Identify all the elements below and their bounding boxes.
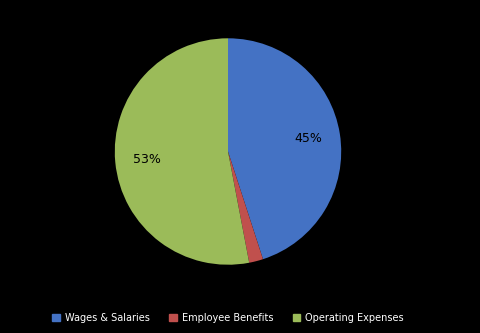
Legend: Wages & Salaries, Employee Benefits, Operating Expenses: Wages & Salaries, Employee Benefits, Ope…: [50, 311, 406, 325]
Text: 45%: 45%: [295, 132, 323, 145]
Wedge shape: [115, 38, 249, 265]
Wedge shape: [228, 38, 341, 259]
Text: 53%: 53%: [133, 153, 161, 166]
Wedge shape: [228, 152, 263, 263]
